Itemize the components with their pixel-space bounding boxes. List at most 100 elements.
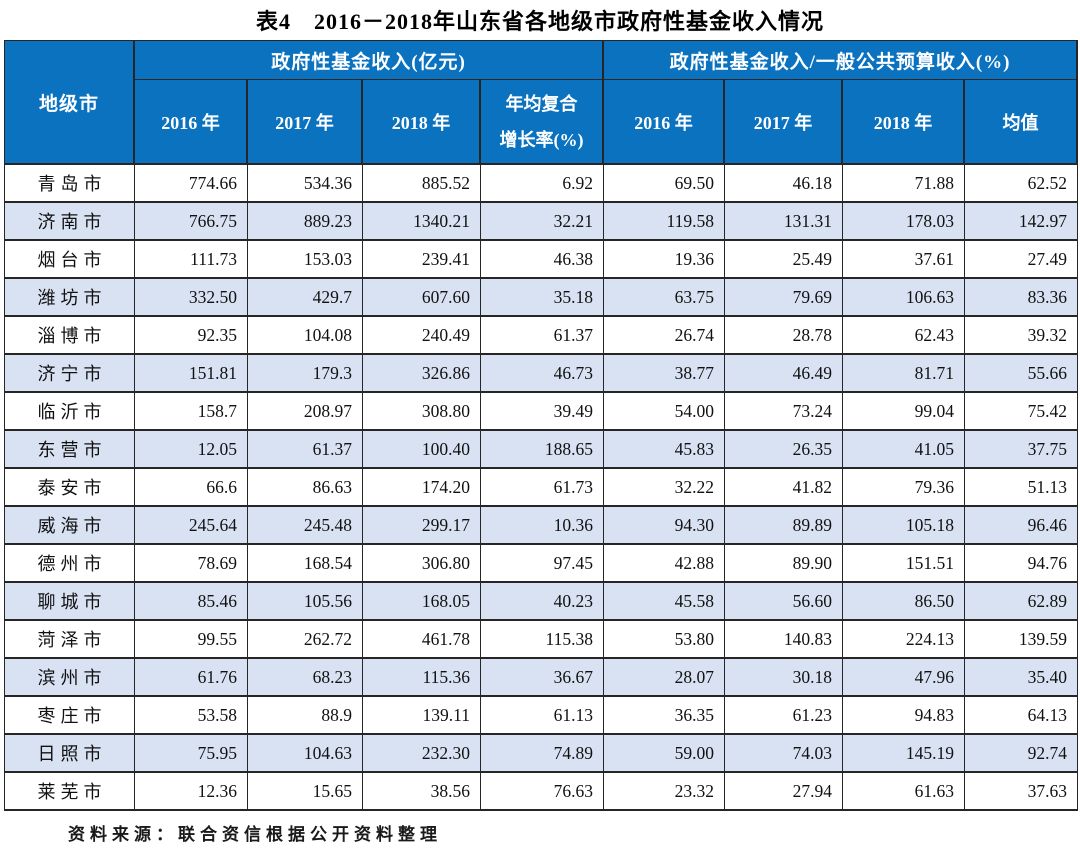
value-cell: 66.6 — [135, 469, 248, 507]
table-row: 青岛市 774.66 534.36 885.52 6.92 69.50 46.18 71.88… — [5, 165, 1079, 203]
value-cell: 224.13 — [843, 621, 966, 659]
value-cell: 63.75 — [604, 279, 726, 317]
header-mean: 均值 — [965, 80, 1079, 165]
header-cagr-line1: 年均复合 — [505, 93, 578, 114]
value-cell: 92.35 — [135, 317, 248, 355]
value-cell: 88.9 — [248, 697, 363, 735]
value-cell: 96.46 — [965, 507, 1079, 545]
table-row: 烟台市 111.73 153.03 239.41 46.38 19.36 25.49 37.6… — [5, 241, 1079, 279]
value-cell: 106.63 — [843, 279, 966, 317]
city-cell: 枣庄市 — [5, 697, 135, 735]
value-cell: 46.18 — [725, 165, 844, 203]
value-cell: 885.52 — [363, 165, 481, 203]
city-cell: 菏泽市 — [5, 621, 135, 659]
value-cell: 74.03 — [725, 735, 844, 773]
city-cell: 日照市 — [5, 735, 135, 773]
value-cell: 10.36 — [481, 507, 605, 545]
value-cell: 99.55 — [135, 621, 248, 659]
city-cell: 潍坊市 — [5, 279, 135, 317]
table-row: 滨州市 61.76 68.23 115.36 36.67 28.07 30.18 47.96 3… — [5, 659, 1079, 697]
value-cell: 94.30 — [604, 507, 726, 545]
value-cell: 23.32 — [604, 773, 726, 811]
value-cell: 92.74 — [965, 735, 1079, 773]
value-cell: 25.49 — [725, 241, 844, 279]
value-cell: 99.04 — [843, 393, 966, 431]
value-cell: 61.37 — [248, 431, 363, 469]
header-cagr: 年均复合 增长率(%) — [481, 80, 605, 165]
header-group-revenue-ratio: 政府性基金收入/一般公共预算收入(%) — [604, 41, 1079, 80]
header-group-fund-revenue: 政府性基金收入(亿元) — [135, 41, 605, 80]
value-cell: 26.74 — [604, 317, 726, 355]
value-cell: 46.49 — [725, 355, 844, 393]
table-row: 聊城市 85.46 105.56 168.05 40.23 45.58 56.60 86.50… — [5, 583, 1079, 621]
value-cell: 262.72 — [248, 621, 363, 659]
value-cell: 47.96 — [843, 659, 966, 697]
value-cell: 889.23 — [248, 203, 363, 241]
header-fund-2016: 2016 年 — [135, 80, 248, 165]
table-row: 莱芜市 12.36 15.65 38.56 76.63 23.32 27.94 61.63 37… — [5, 773, 1079, 811]
value-cell: 79.36 — [843, 469, 966, 507]
value-cell: 97.45 — [481, 545, 605, 583]
value-cell: 41.82 — [725, 469, 844, 507]
city-cell: 滨州市 — [5, 659, 135, 697]
value-cell: 208.97 — [248, 393, 363, 431]
value-cell: 158.7 — [135, 393, 248, 431]
city-cell: 青岛市 — [5, 165, 135, 203]
value-cell: 83.36 — [965, 279, 1079, 317]
value-cell: 39.49 — [481, 393, 605, 431]
data-table: 地级市 政府性基金收入(亿元) 政府性基金收入/一般公共预算收入(%) 2016… — [4, 40, 1079, 811]
value-cell: 245.48 — [248, 507, 363, 545]
value-cell: 104.63 — [248, 735, 363, 773]
city-cell: 泰安市 — [5, 469, 135, 507]
table-row: 泰安市 66.6 86.63 174.20 61.73 32.22 41.82 79.36 51… — [5, 469, 1079, 507]
value-cell: 53.58 — [135, 697, 248, 735]
header-cagr-line2: 增长率(%) — [499, 129, 584, 150]
table-row: 潍坊市 332.50 429.7 607.60 35.18 63.75 79.69 106.6… — [5, 279, 1079, 317]
value-cell: 61.76 — [135, 659, 248, 697]
header-ratio-2018: 2018 年 — [843, 80, 966, 165]
value-cell: 153.03 — [248, 241, 363, 279]
value-cell: 94.83 — [843, 697, 966, 735]
value-cell: 71.88 — [843, 165, 966, 203]
source-note: 资料来源：联合资信根据公开资料整理 — [68, 825, 442, 844]
header-year-row: 2016 年 2017 年 2018 年 年均复合 增长率(%) 2016 年 … — [5, 80, 1079, 165]
value-cell: 139.11 — [363, 697, 481, 735]
value-cell: 61.73 — [481, 469, 605, 507]
value-cell: 306.80 — [363, 545, 481, 583]
value-cell: 774.66 — [135, 165, 248, 203]
value-cell: 142.97 — [965, 203, 1079, 241]
value-cell: 36.35 — [604, 697, 726, 735]
value-cell: 53.80 — [604, 621, 726, 659]
value-cell: 100.40 — [363, 431, 481, 469]
value-cell: 35.40 — [965, 659, 1079, 697]
table-row: 淄博市 92.35 104.08 240.49 61.37 26.74 28.78 62.43… — [5, 317, 1079, 355]
city-cell: 淄博市 — [5, 317, 135, 355]
value-cell: 86.63 — [248, 469, 363, 507]
value-cell: 42.88 — [604, 545, 726, 583]
value-cell: 104.08 — [248, 317, 363, 355]
city-cell: 莱芜市 — [5, 773, 135, 811]
value-cell: 75.95 — [135, 735, 248, 773]
value-cell: 105.56 — [248, 583, 363, 621]
value-cell: 168.05 — [363, 583, 481, 621]
value-cell: 766.75 — [135, 203, 248, 241]
value-cell: 62.52 — [965, 165, 1079, 203]
value-cell: 79.69 — [725, 279, 844, 317]
value-cell: 74.89 — [481, 735, 605, 773]
value-cell: 607.60 — [363, 279, 481, 317]
value-cell: 39.32 — [965, 317, 1079, 355]
value-cell: 86.50 — [843, 583, 966, 621]
value-cell: 41.05 — [843, 431, 966, 469]
value-cell: 326.86 — [363, 355, 481, 393]
value-cell: 46.73 — [481, 355, 605, 393]
city-cell: 威海市 — [5, 507, 135, 545]
table-row: 东营市 12.05 61.37 100.40 188.65 45.83 26.35 41.05… — [5, 431, 1079, 469]
value-cell: 15.65 — [248, 773, 363, 811]
value-cell: 115.36 — [363, 659, 481, 697]
value-cell: 61.13 — [481, 697, 605, 735]
value-cell: 73.24 — [725, 393, 844, 431]
header-fund-2018: 2018 年 — [363, 80, 481, 165]
value-cell: 28.78 — [725, 317, 844, 355]
value-cell: 140.83 — [725, 621, 844, 659]
